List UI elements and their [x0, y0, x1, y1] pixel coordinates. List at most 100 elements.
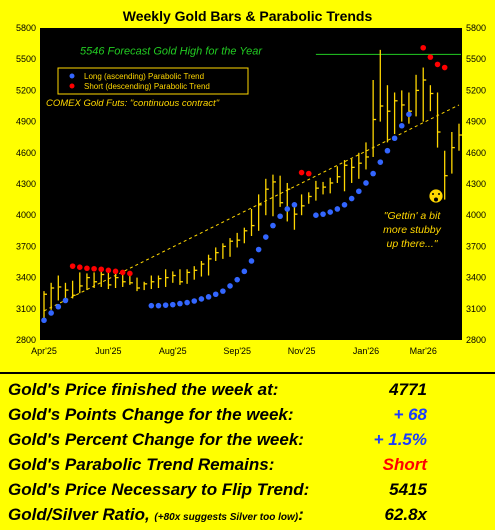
long-trend-dot [327, 209, 334, 215]
y-tick-label-right: 3100 [466, 304, 486, 314]
y-tick-label-left: 4000 [16, 210, 36, 220]
short-trend-dot [298, 169, 305, 176]
y-tick-label-right: 5800 [466, 23, 486, 33]
y-tick-label-left: 4900 [16, 117, 36, 127]
short-trend-dot [98, 266, 105, 273]
stat-label: Gold's Price Necessary to Flip Trend: [8, 480, 310, 499]
short-trend-dot [420, 44, 427, 51]
stat-value: + 68 [393, 405, 427, 424]
legend-long-dot [69, 73, 75, 79]
long-trend-dot [284, 206, 291, 212]
long-trend-dot [241, 268, 248, 275]
quip-line: up there..." [386, 238, 438, 250]
contract-annotation: COMEX Gold Futs: "continuous contract" [46, 98, 220, 109]
long-trend-dot [363, 180, 369, 186]
y-tick-label-left: 2800 [16, 335, 36, 345]
ratio-colon: : [298, 505, 304, 524]
long-trend-dot [198, 296, 205, 302]
long-trend-dot [291, 202, 298, 208]
long-trend-dot [55, 303, 62, 310]
short-trend-dot [434, 61, 441, 68]
ratio-note: (+80x suggests Silver too low) [154, 512, 299, 523]
y-tick-label-left: 4300 [16, 179, 36, 189]
long-trend-dot [406, 111, 412, 118]
long-trend-dot [391, 135, 398, 142]
long-trend-dot [212, 291, 219, 298]
y-tick-label-left: 4600 [16, 148, 36, 158]
stat-label: Gold's Percent Change for the week: [8, 430, 304, 449]
quip-line: "Gettin' a bit [384, 210, 442, 222]
short-trend-dot [105, 267, 112, 274]
chart-title: Weekly Gold Bars & Parabolic Trends [122, 8, 373, 24]
long-trend-dot [205, 294, 212, 300]
long-trend-dot [398, 122, 405, 129]
long-trend-dot [255, 246, 262, 253]
y-tick-label-right: 5200 [466, 85, 486, 95]
long-trend-dot [270, 222, 276, 229]
long-trend-dot [313, 212, 319, 218]
smiley-eye [432, 193, 434, 195]
x-tick-label: Jun'25 [95, 346, 121, 356]
x-tick-label: Mar'26 [410, 346, 437, 356]
y-tick-label-left: 3400 [16, 273, 36, 283]
long-trend-dot [41, 317, 47, 324]
plot-area [40, 28, 462, 340]
y-tick-label-left: 5800 [16, 23, 36, 33]
y-tick-label-right: 4900 [466, 117, 486, 127]
y-tick-label-right: 4000 [466, 210, 486, 220]
stat-label: Gold's Price finished the week at: [8, 380, 279, 399]
x-tick-label: Aug'25 [159, 346, 187, 356]
long-trend-dot [184, 299, 190, 306]
long-trend-dot [155, 302, 162, 309]
ratio-label-text: Gold/Silver Ratio, [8, 505, 155, 524]
x-tick-label: Nov'25 [288, 346, 316, 356]
long-trend-dot [348, 195, 355, 202]
long-trend-dot [341, 202, 348, 208]
long-trend-dot [220, 288, 226, 294]
legend-box [57, 67, 249, 95]
smiley-eye [438, 193, 440, 195]
long-trend-dot [356, 188, 362, 195]
long-trend-dot [277, 213, 283, 220]
long-trend-dot [248, 258, 255, 264]
long-trend-dot [227, 283, 233, 289]
long-trend-dot [234, 276, 240, 283]
long-trend-dot [48, 310, 54, 316]
long-trend-dot [334, 206, 341, 212]
legend-short-label: Short (descending) Parabolic Trend [84, 82, 210, 91]
legend-short-dot [69, 83, 75, 89]
short-trend-dot [91, 265, 97, 272]
y-tick-label-left: 3100 [16, 304, 36, 314]
smiley-face [428, 188, 444, 204]
long-trend-dot [148, 302, 155, 309]
long-trend-dot [377, 159, 384, 165]
long-trend-dot [162, 302, 169, 308]
long-trend-dot [370, 170, 376, 177]
ratio-label: Gold/Silver Ratio, (+80x suggests Silver… [8, 505, 304, 525]
short-trend-dot [84, 265, 90, 272]
long-trend-dot [169, 301, 176, 308]
y-tick-label-right: 3400 [466, 273, 486, 283]
y-tick-label-right: 3700 [466, 241, 486, 251]
chart-panel: Weekly Gold Bars & Parabolic Trends 2800… [15, 8, 487, 356]
long-trend-dot [62, 297, 69, 304]
legend-long-label: Long (ascending) Parabolic Trend [84, 72, 204, 81]
short-trend-dot [76, 264, 83, 271]
x-tick-label: Apr'25 [31, 346, 57, 356]
x-tick-label: Sep'25 [223, 346, 251, 356]
y-tick-label-right: 4300 [466, 179, 486, 189]
y-tick-label-left: 5500 [16, 54, 36, 64]
stat-label: Gold's Parabolic Trend Remains: [8, 455, 275, 474]
short-trend-dot [69, 263, 76, 269]
smiley-icon [428, 188, 444, 204]
stat-value: 5415 [389, 480, 427, 499]
long-trend-dot [177, 300, 183, 307]
y-tick-label-left: 3700 [16, 241, 36, 251]
y-tick-label-right: 4600 [466, 148, 486, 158]
stat-label: Gold's Points Change for the week: [8, 405, 294, 424]
smiley-mouth [434, 197, 438, 202]
ratio-value: 62.8x [384, 505, 427, 524]
long-trend-dot [384, 147, 391, 154]
stat-value: 4771 [389, 380, 427, 399]
